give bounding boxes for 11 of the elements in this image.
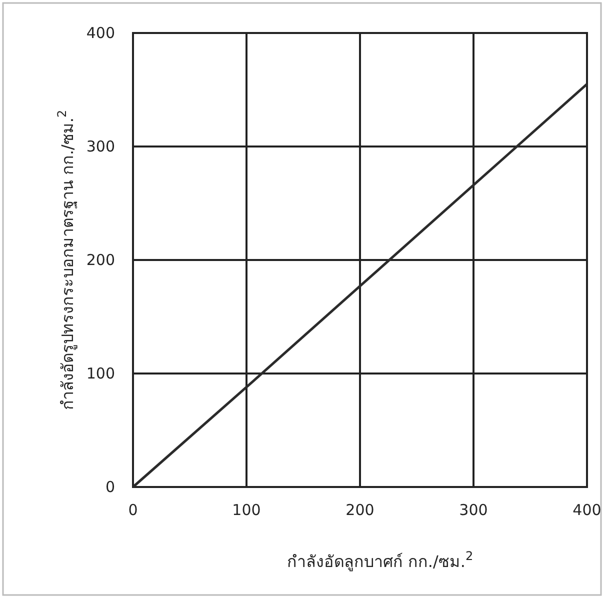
x-tick-label: 100	[232, 501, 261, 519]
x-tick-label: 0	[128, 501, 138, 519]
y-tick-label: 0	[105, 478, 115, 496]
y-tick-label: 100	[86, 364, 115, 382]
x-tick-label: 400	[572, 501, 602, 519]
y-tick-label: 300	[86, 138, 115, 156]
y-tick-label: 400	[86, 24, 115, 42]
y-tick-label: 200	[86, 251, 115, 269]
x-tick-label: 200	[346, 501, 374, 519]
x-tick-label: 300	[459, 501, 488, 519]
x-axis-title: กำลังอัดลูกบาศก์ กก./ซม.$^{2}$	[286, 549, 474, 572]
